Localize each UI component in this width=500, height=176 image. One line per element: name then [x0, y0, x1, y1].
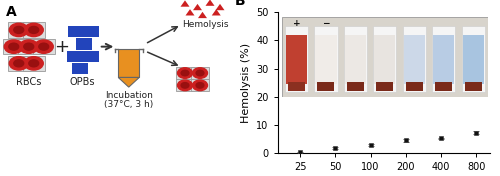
FancyBboxPatch shape — [176, 79, 194, 91]
FancyBboxPatch shape — [192, 67, 208, 79]
Text: Hemolysis: Hemolysis — [182, 20, 229, 29]
Circle shape — [9, 43, 18, 50]
Polygon shape — [186, 9, 194, 15]
FancyBboxPatch shape — [118, 49, 139, 77]
FancyBboxPatch shape — [192, 79, 208, 91]
FancyBboxPatch shape — [67, 51, 83, 62]
FancyBboxPatch shape — [23, 22, 44, 38]
Circle shape — [24, 57, 44, 70]
Circle shape — [14, 26, 24, 33]
FancyBboxPatch shape — [176, 67, 194, 79]
Circle shape — [196, 70, 204, 76]
Circle shape — [24, 43, 34, 50]
Circle shape — [14, 60, 24, 67]
FancyBboxPatch shape — [76, 38, 92, 50]
Polygon shape — [212, 9, 221, 15]
FancyBboxPatch shape — [83, 51, 99, 62]
Polygon shape — [180, 0, 190, 7]
Text: A: A — [6, 5, 17, 19]
Circle shape — [181, 70, 189, 76]
Text: OPBs: OPBs — [70, 77, 95, 87]
Circle shape — [9, 23, 28, 37]
Polygon shape — [198, 12, 207, 18]
Text: (37°C, 3 h): (37°C, 3 h) — [104, 100, 154, 109]
Text: +: + — [54, 38, 69, 56]
Text: B: B — [235, 0, 246, 8]
Text: RBCs: RBCs — [16, 77, 42, 87]
Polygon shape — [193, 4, 202, 10]
Circle shape — [29, 60, 38, 67]
Circle shape — [9, 57, 28, 70]
FancyBboxPatch shape — [8, 22, 30, 38]
Circle shape — [178, 68, 192, 78]
Circle shape — [196, 83, 204, 88]
FancyBboxPatch shape — [18, 39, 40, 54]
FancyBboxPatch shape — [8, 56, 30, 71]
Circle shape — [192, 68, 208, 78]
Circle shape — [181, 83, 189, 88]
Circle shape — [24, 23, 44, 37]
Circle shape — [192, 80, 208, 91]
FancyBboxPatch shape — [83, 26, 99, 37]
FancyBboxPatch shape — [72, 63, 88, 74]
Circle shape — [178, 80, 192, 91]
Polygon shape — [118, 77, 139, 87]
Circle shape — [39, 43, 48, 50]
FancyBboxPatch shape — [3, 39, 24, 54]
FancyBboxPatch shape — [33, 39, 54, 54]
FancyBboxPatch shape — [23, 56, 44, 71]
Polygon shape — [216, 4, 224, 10]
Circle shape — [34, 40, 53, 53]
Circle shape — [4, 40, 23, 53]
Text: Incubation: Incubation — [105, 91, 152, 100]
FancyBboxPatch shape — [68, 26, 84, 37]
Polygon shape — [206, 0, 214, 6]
Circle shape — [29, 26, 38, 33]
Y-axis label: Hemolysis (%): Hemolysis (%) — [240, 43, 250, 123]
Circle shape — [19, 40, 38, 53]
